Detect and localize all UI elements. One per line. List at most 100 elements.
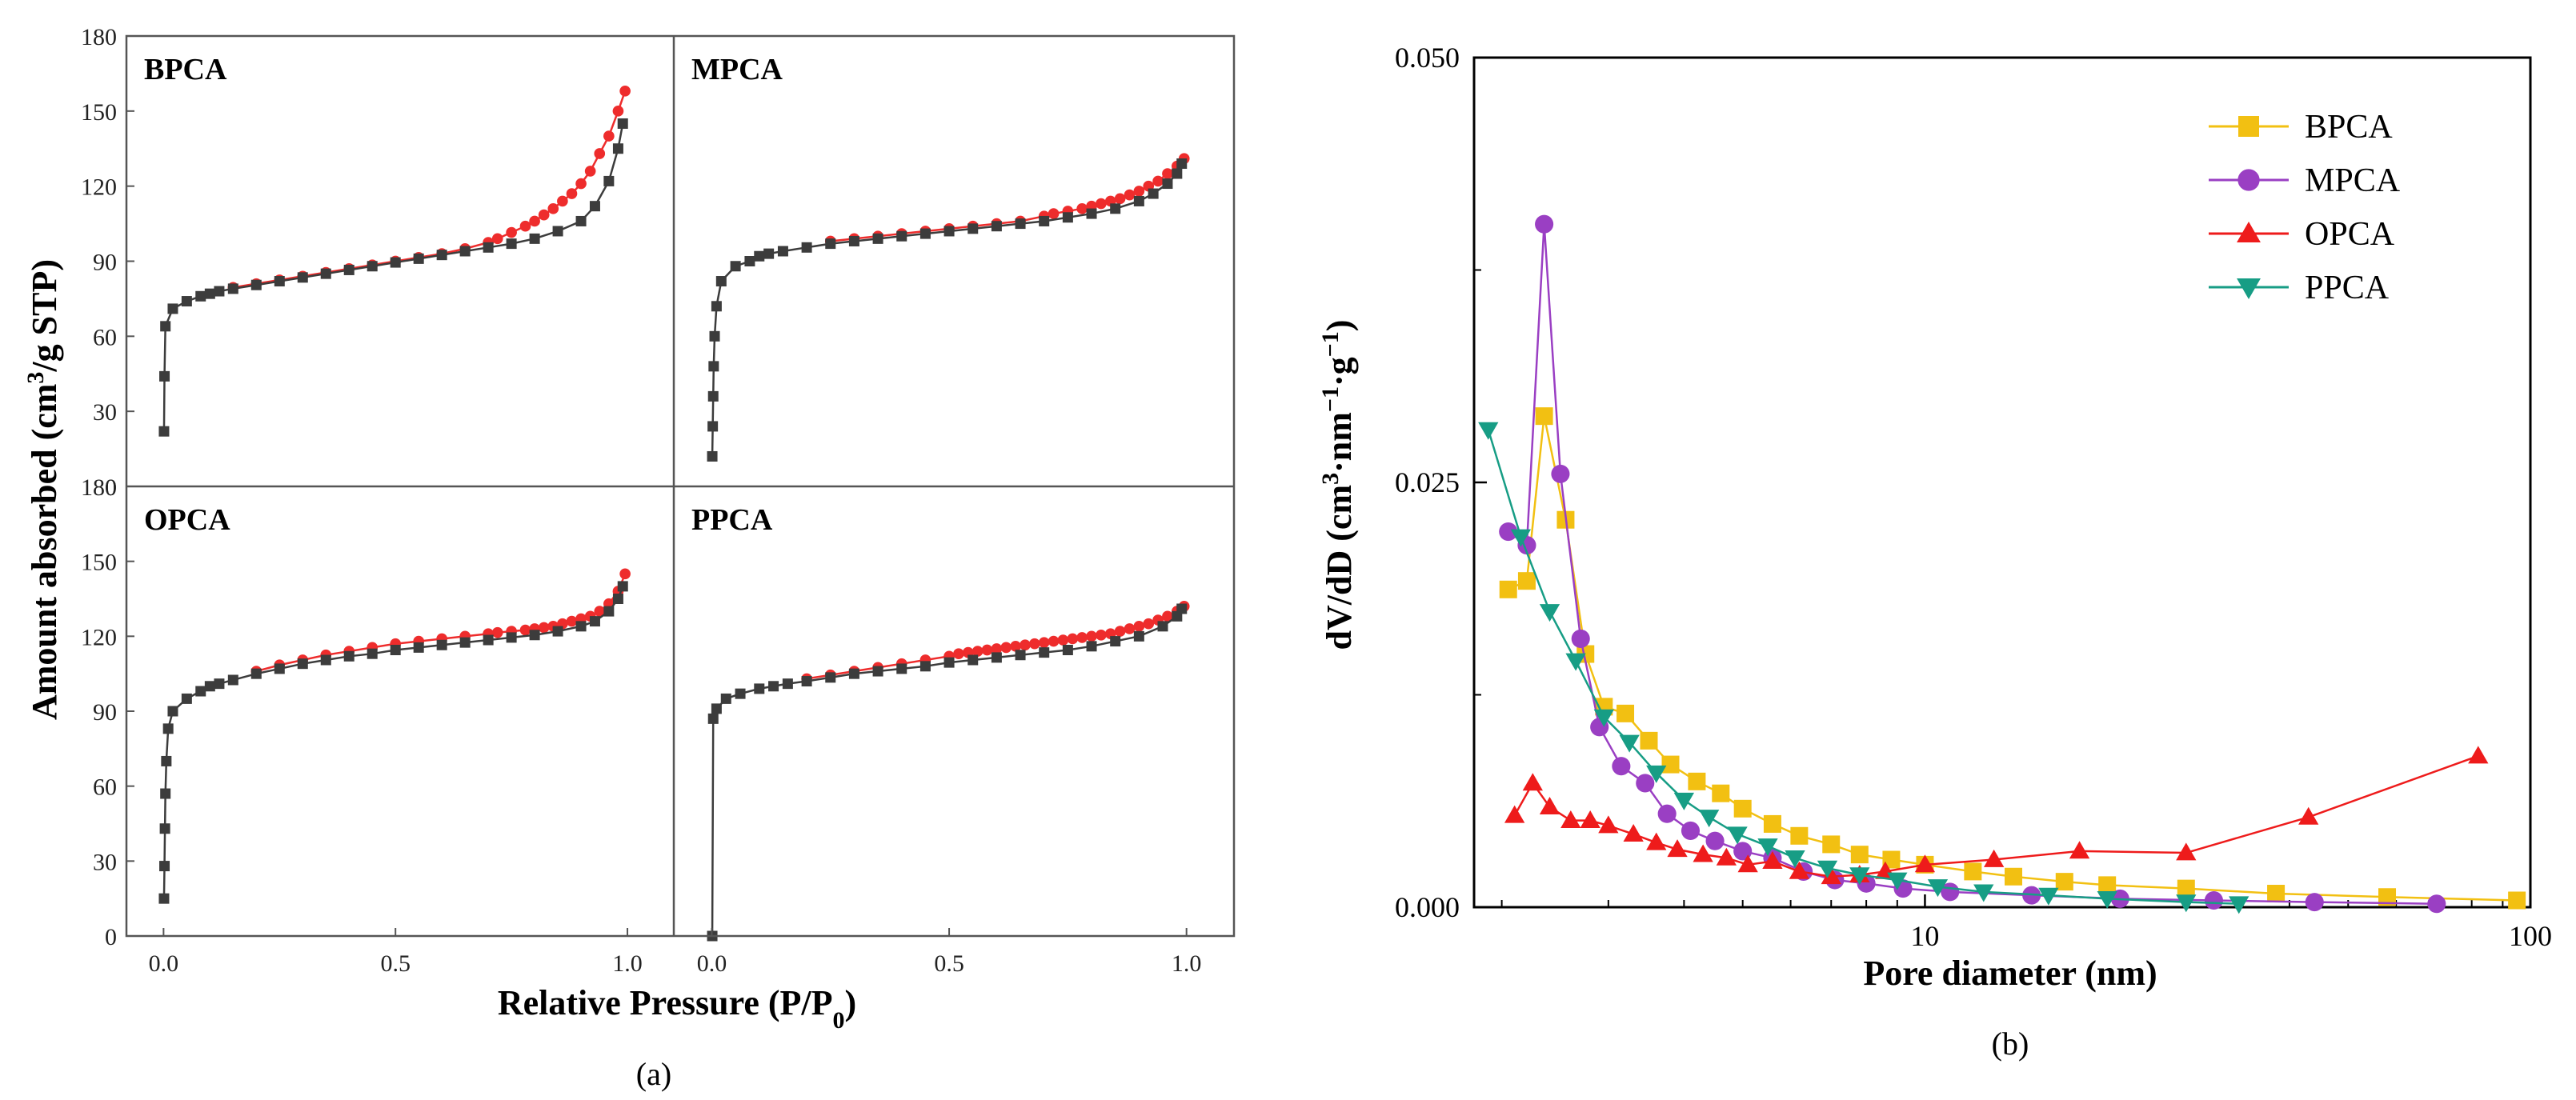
chart-a-adsorption-point [1176, 158, 1188, 170]
chart-b-legend-label: OPCA [2305, 216, 2395, 253]
chart-a-desorption-point [1114, 626, 1126, 637]
chart-a-adsorption-point [801, 242, 812, 253]
chart-a-desorption-point [506, 226, 517, 238]
chart-b-data-point [1688, 772, 1706, 790]
chart-a-panel-label: MPCA [691, 53, 783, 86]
chart-a-y-tick-label: 60 [93, 324, 117, 350]
chart-a-adsorption-point [367, 648, 378, 659]
chart-b-data-point [1789, 861, 1810, 879]
chart-a-y-tick-label: 30 [93, 399, 117, 426]
chart-b-x-axis-label: Pore diameter (nm) [1863, 954, 2157, 993]
chart-a-adsorption-point [1015, 650, 1026, 661]
chart-b-data-point [1661, 755, 1680, 774]
chart-a-desorption-point [538, 622, 550, 634]
chart-b-legend-item-opca: OPCA [2209, 216, 2395, 253]
chart-b-data-point [1733, 799, 1752, 818]
chart-b-y-axis-label: dV/dD (cm3·nm−1·g−1) [1317, 320, 1360, 650]
chart-a-adsorption-point [161, 755, 172, 766]
chart-a-desorption-point [619, 568, 631, 580]
chart-a-adsorption-point [707, 450, 718, 462]
chart-b-data-point [1849, 867, 1870, 886]
chart-b-pore-distribution: 0.000 0.025 0.050 10 100 BPCA MPCA OPCA PPCA dV… [1317, 42, 2553, 1062]
chart-b-data-point [1699, 810, 1720, 828]
chart-a-desorption-point [1000, 642, 1012, 654]
chart-a-desorption-point [1076, 632, 1088, 643]
chart-a-y-tick-label: 0 [105, 474, 117, 501]
chart-a-y-tick-label: 120 [81, 624, 117, 650]
chart-a-adsorption-point [506, 632, 517, 643]
chart-a-adsorption-point [612, 143, 623, 154]
chart-a-adsorption-point [1176, 603, 1188, 614]
chart-a-desorption-point [1048, 208, 1060, 219]
chart-b-data-point [1882, 850, 1901, 869]
chart-a-adsorption-point [181, 693, 192, 704]
chart-a-adsorption-point [872, 666, 883, 677]
chart-a-adsorption-point [529, 630, 540, 641]
chart-a-desorption-point [547, 202, 559, 214]
chart-a-adsorption-point [436, 250, 447, 261]
chart-a-adsorption-point [968, 654, 979, 666]
chart-b-data-point [1617, 704, 1635, 722]
chart-a-adsorption-point [825, 238, 836, 250]
chart-b-x-tick-label: 100 [2509, 920, 2552, 952]
chart-a-desorption-point [1133, 186, 1145, 197]
chart-a-desorption-point [575, 178, 587, 190]
chart-a-x-tick-label: 0.5 [934, 950, 964, 977]
chart-b-data-point [1478, 422, 1499, 440]
chart-b-data-point [1551, 464, 1570, 483]
chart-a-adsorption-point [274, 663, 285, 674]
chart-b-data-point [1727, 826, 1748, 845]
chart-a-desorption-point [594, 148, 606, 159]
chart-a-adsorption-point [195, 290, 206, 302]
chart-b-data-point [2097, 891, 2117, 910]
chart-a-desorption-point [566, 188, 578, 199]
chart-a-adsorption-point [720, 693, 731, 704]
chart-a-desorption-point [619, 85, 631, 97]
chart-a-panel-mpca: MPCA [691, 53, 1190, 462]
chart-a-adsorption-point [943, 657, 955, 668]
chart-b-data-point [1763, 814, 1781, 833]
chart-a-y-tick-label: 180 [81, 24, 117, 50]
chart-b-data-point [1571, 629, 1590, 648]
chart-b-data-point [2004, 867, 2022, 886]
chart-b-legend-label: MPCA [2305, 162, 2401, 199]
chart-a-adsorption-point [529, 233, 540, 244]
chart-a-adsorption-point [274, 276, 285, 287]
chart-a-adsorption-point [1015, 218, 1026, 230]
chart-a-y-axis-label: Amount absorbed (cm3/g STP) [22, 259, 65, 720]
chart-a-adsorption-point [575, 621, 587, 632]
chart-b-series [1478, 214, 2526, 914]
chart-a-adsorption-point [159, 370, 170, 382]
chart-a-desorption-point [491, 233, 503, 245]
chart-a-y-tick-label: 180 [81, 474, 117, 501]
chart-a-desorption-point [1029, 638, 1040, 650]
chart-a-desorption-point [1086, 630, 1097, 642]
chart-b-data-point [1593, 709, 1614, 727]
chart-a-adsorption-point [589, 616, 600, 627]
chart-a-desorption-point [1096, 629, 1107, 641]
chart-b-data-point [2378, 888, 2397, 906]
chart-a-adsorption-point [763, 248, 775, 259]
chart-b-data-point [2267, 885, 2286, 903]
chart-a-adsorption-point [297, 272, 308, 283]
chart-a-desorption-point [557, 195, 568, 207]
chart-b-data-point [1914, 854, 1936, 873]
chart-b-data-point [1850, 846, 1869, 864]
chart-b-y-tick-label: 0.000 [1395, 891, 1460, 923]
chart-b-data-point [1619, 734, 1640, 753]
chart-a-desorption-point [1114, 193, 1126, 205]
chart-a-desorption-point [566, 615, 578, 627]
chart-a-y-tick-label: 120 [81, 174, 117, 201]
chart-a-adsorption-point [214, 678, 225, 690]
chart-b-data-point [1667, 839, 1688, 858]
chart-a-y-tick-label: 150 [81, 99, 117, 126]
chart-b-data-point [1822, 835, 1841, 854]
chart-a-adsorption-point [919, 228, 931, 239]
chart-a-desorption-point [594, 606, 606, 617]
chart-b-data-point [2468, 746, 2489, 764]
chart-b-series-opca [1504, 746, 2489, 885]
chart-a-adsorption-point [711, 703, 722, 714]
chart-a-adsorption-point [162, 723, 174, 734]
chart-a-desorption-point [519, 220, 531, 232]
